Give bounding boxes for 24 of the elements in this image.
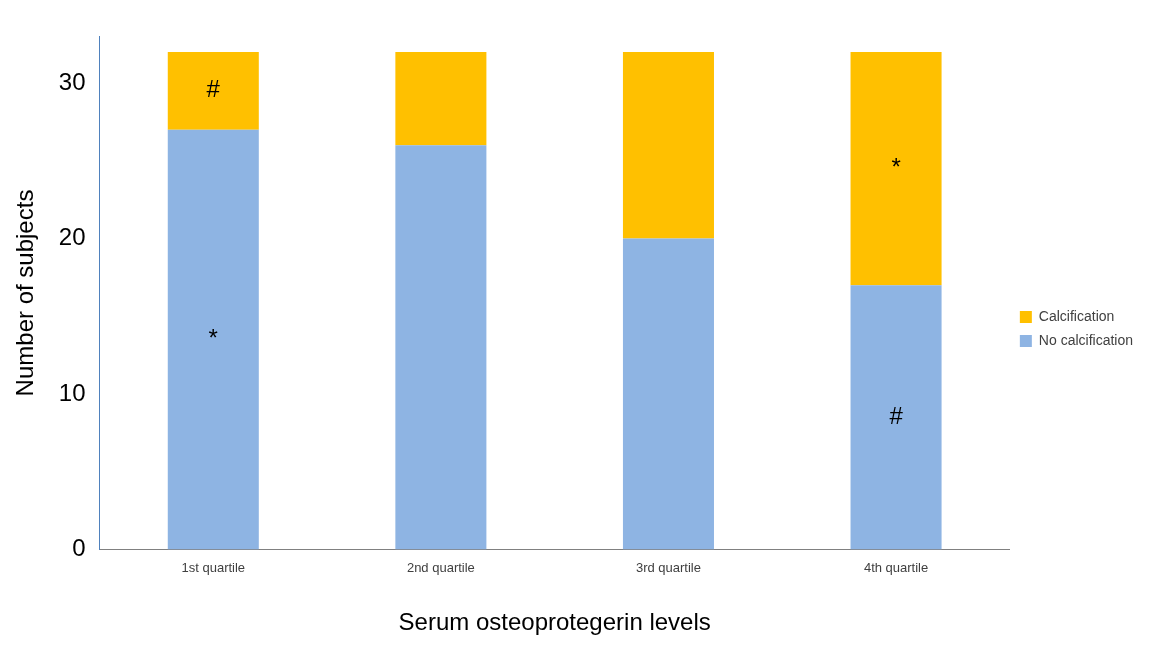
x-tick-label: 1st quartile [181,559,246,575]
x-tick-label: 2nd quartile [406,559,475,575]
bar [850,285,942,550]
data-label: # [206,75,221,103]
bar [167,129,259,550]
y-tick-label: 30 [58,67,86,95]
x-axis-title: Serum osteoprotegerin levels [398,608,711,636]
y-tick-label: 10 [58,378,86,406]
y-axis-title: Number of subjects [11,189,39,397]
bar [167,51,259,130]
x-tick-label: 4th quartile [863,559,929,575]
data-label: # [889,402,904,430]
bar [622,51,714,239]
y-tick-label: 0 [72,534,86,562]
bar [622,238,714,550]
legend-label: Calcification [1038,307,1115,324]
x-tick-label: 3rd quartile [635,559,701,575]
bar [850,51,942,286]
bar [395,51,487,146]
data-label: * [208,324,218,352]
bar [395,145,487,550]
y-tick-label: 20 [58,223,86,251]
data-label: * [891,153,901,181]
legend-label: No calcification [1038,331,1133,348]
